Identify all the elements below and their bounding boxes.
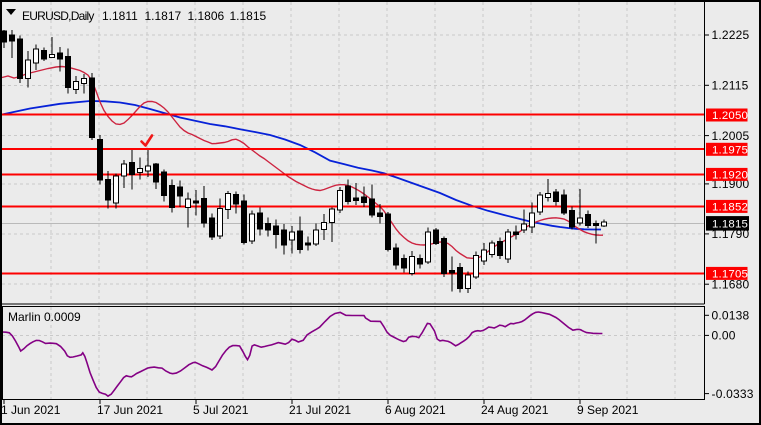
svg-text:6 Aug 2021: 6 Aug 2021 [385,403,446,417]
svg-text:1.1920: 1.1920 [712,170,748,182]
svg-text:1.2115: 1.2115 [712,79,749,93]
svg-text:21 Jul 2021: 21 Jul 2021 [289,403,351,417]
svg-text:1.2005: 1.2005 [712,129,750,143]
svg-text:1 Jun 2021: 1 Jun 2021 [1,403,61,417]
svg-text:1.1806: 1.1806 [188,9,225,23]
svg-text:1.1811: 1.1811 [102,9,138,23]
svg-text:1.2050: 1.2050 [712,110,748,122]
svg-text:1.1817: 1.1817 [145,9,182,23]
svg-text:1.1705: 1.1705 [712,269,748,281]
svg-text:1.1852: 1.1852 [712,202,748,214]
svg-text:1.2225: 1.2225 [712,28,750,42]
svg-text:1.1680: 1.1680 [712,277,750,291]
svg-text:24 Aug 2021: 24 Aug 2021 [481,403,549,417]
svg-text:5 Jul 2021: 5 Jul 2021 [193,403,249,417]
svg-text:EURUSD,Daily: EURUSD,Daily [22,9,94,23]
svg-text:Marlin 0.0009: Marlin 0.0009 [8,310,81,324]
svg-text:0.0138: 0.0138 [712,309,750,323]
svg-text:1.1815: 1.1815 [712,218,748,230]
svg-text:17 Jun 2021: 17 Jun 2021 [97,403,163,417]
svg-text:9 Sep 2021: 9 Sep 2021 [577,403,639,417]
svg-text:1.1975: 1.1975 [712,144,748,156]
svg-text:1.1815: 1.1815 [230,9,267,23]
svg-text:0.00: 0.00 [712,329,736,343]
svg-text:-0.0333: -0.0333 [712,387,754,401]
